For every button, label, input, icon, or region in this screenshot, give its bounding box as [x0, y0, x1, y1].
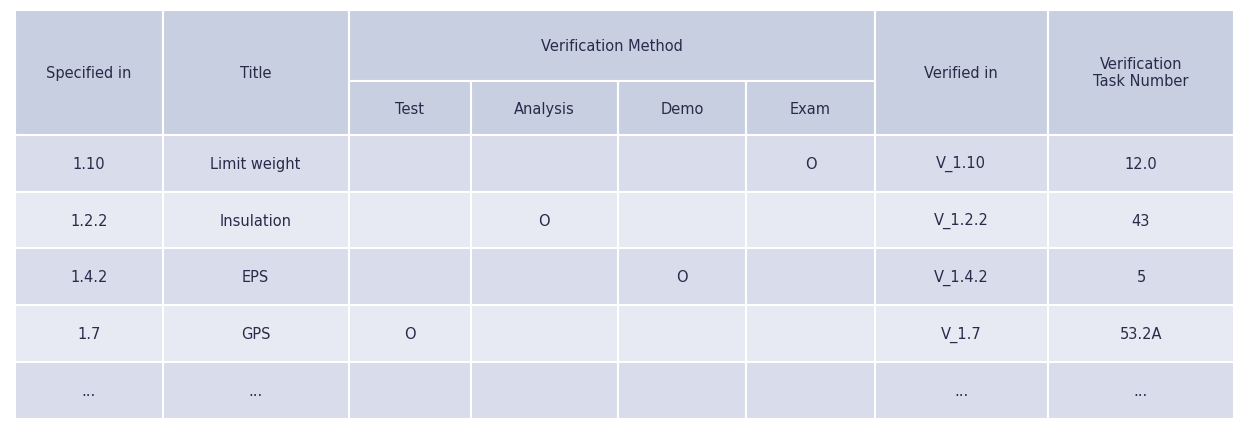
Bar — [15, 362, 162, 419]
Text: 43: 43 — [1132, 213, 1150, 228]
Bar — [162, 192, 348, 249]
Bar — [618, 192, 747, 249]
Bar — [15, 11, 162, 135]
Text: Analysis: Analysis — [513, 101, 575, 116]
Bar — [874, 135, 1048, 192]
Text: 53.2A: 53.2A — [1120, 327, 1163, 341]
Text: 1.7: 1.7 — [77, 327, 100, 341]
Bar — [618, 82, 747, 135]
Bar — [15, 135, 162, 192]
Bar — [747, 135, 874, 192]
Text: Demo: Demo — [661, 101, 704, 116]
Bar — [1048, 249, 1234, 306]
Text: 5: 5 — [1137, 270, 1145, 285]
Bar — [348, 192, 471, 249]
Bar — [348, 11, 874, 82]
Bar — [1048, 11, 1234, 135]
Text: ...: ... — [954, 384, 968, 398]
Bar — [618, 362, 747, 419]
Text: O: O — [677, 270, 688, 285]
Text: Title: Title — [240, 65, 271, 80]
Bar — [1048, 362, 1234, 419]
Bar — [874, 192, 1048, 249]
Bar — [162, 11, 348, 135]
Bar — [471, 135, 618, 192]
Bar — [747, 82, 874, 135]
Text: Verified in: Verified in — [924, 65, 998, 80]
Bar — [471, 192, 618, 249]
Bar — [348, 362, 471, 419]
Text: ...: ... — [1134, 384, 1148, 398]
Text: V_1.10: V_1.10 — [937, 156, 987, 172]
Bar — [747, 362, 874, 419]
Text: 1.4.2: 1.4.2 — [70, 270, 107, 285]
Text: ...: ... — [81, 384, 96, 398]
Text: O: O — [538, 213, 550, 228]
Text: V_1.7: V_1.7 — [940, 326, 982, 342]
Bar — [162, 135, 348, 192]
Bar — [15, 192, 162, 249]
Bar — [348, 249, 471, 306]
Text: 1.10: 1.10 — [72, 156, 105, 171]
Bar — [348, 306, 471, 362]
Bar — [15, 249, 162, 306]
Bar — [747, 192, 874, 249]
Text: EPS: EPS — [242, 270, 270, 285]
Text: V_1.4.2: V_1.4.2 — [934, 269, 989, 286]
Text: Verification Method: Verification Method — [541, 39, 683, 54]
Text: O: O — [804, 156, 817, 171]
Text: Limit weight: Limit weight — [210, 156, 301, 171]
Bar — [874, 11, 1048, 135]
Bar — [1048, 306, 1234, 362]
Bar — [618, 249, 747, 306]
Bar — [1048, 135, 1234, 192]
Text: 1.2.2: 1.2.2 — [70, 213, 107, 228]
Bar — [471, 362, 618, 419]
Bar — [747, 306, 874, 362]
Bar — [471, 306, 618, 362]
Bar — [162, 249, 348, 306]
Bar — [471, 249, 618, 306]
Bar — [1048, 192, 1234, 249]
Bar — [874, 306, 1048, 362]
Text: Insulation: Insulation — [220, 213, 291, 228]
Text: GPS: GPS — [241, 327, 270, 341]
Bar — [162, 362, 348, 419]
Text: Verification
Task Number: Verification Task Number — [1093, 57, 1189, 89]
Bar — [348, 135, 471, 192]
Text: V_1.2.2: V_1.2.2 — [934, 212, 989, 229]
Text: O: O — [403, 327, 416, 341]
Text: ...: ... — [249, 384, 262, 398]
Bar — [471, 82, 618, 135]
Bar — [618, 306, 747, 362]
Bar — [15, 306, 162, 362]
Bar — [874, 362, 1048, 419]
Text: Test: Test — [395, 101, 425, 116]
Bar — [618, 135, 747, 192]
Bar — [162, 306, 348, 362]
Text: 12.0: 12.0 — [1124, 156, 1158, 171]
Bar — [348, 82, 471, 135]
Text: Exam: Exam — [791, 101, 831, 116]
Bar — [874, 249, 1048, 306]
Text: Specified in: Specified in — [46, 65, 131, 80]
Bar — [747, 249, 874, 306]
